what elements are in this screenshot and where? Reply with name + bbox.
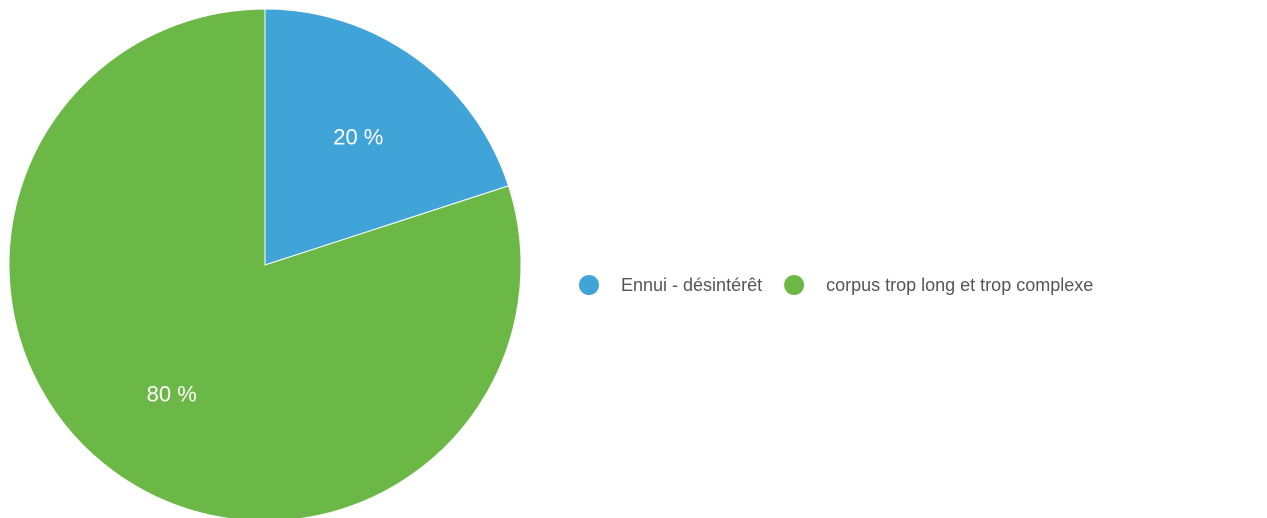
pie-slices	[8, 8, 522, 518]
legend-marker-0	[579, 275, 599, 295]
pie-slice-label-1: 80 %	[147, 381, 197, 406]
pie-slice-1	[8, 8, 522, 518]
pie-slice-labels: 20 % 80 %	[147, 125, 384, 407]
legend-label-0: Ennui - désintérêt	[621, 275, 762, 295]
pie-slice-label-0: 20 %	[333, 125, 383, 150]
legend-item-1: corpus trop long et trop complexe	[784, 275, 1093, 295]
legend-label-1: corpus trop long et trop complexe	[826, 275, 1093, 295]
chart-legend: Ennui - désintérêt corpus trop long et tr…	[579, 275, 1093, 295]
pie-slice-0	[264, 8, 510, 266]
legend-marker-1	[784, 275, 805, 295]
legend-item-0: Ennui - désintérêt	[579, 275, 762, 295]
